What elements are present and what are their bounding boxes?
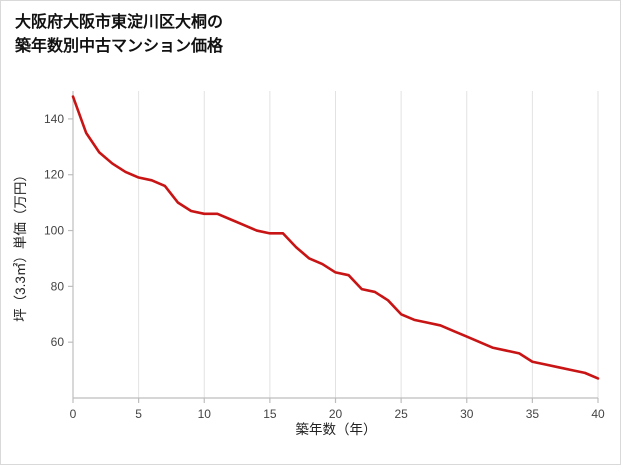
x-tick-label: 40 xyxy=(591,407,605,421)
x-tick-label: 0 xyxy=(70,407,77,421)
x-tick-label: 15 xyxy=(263,407,277,421)
price-line xyxy=(71,95,600,380)
x-tick-label: 5 xyxy=(135,407,142,421)
axes xyxy=(68,91,599,403)
tick-labels: 0 5 10 15 20 25 30 35 40 60 80 100 120 140 xyxy=(44,112,605,421)
x-tick-label: 20 xyxy=(329,407,343,421)
x-tick-label: 35 xyxy=(526,407,540,421)
chart-title: 大阪府大阪市東淀川区大桐の 築年数別中古マンション価格 xyxy=(15,11,223,59)
y-axis-label: 坪（3.3㎡）単価（万円） xyxy=(13,168,28,322)
x-tick-label: 10 xyxy=(198,407,212,421)
x-tick-label: 30 xyxy=(460,407,474,421)
y-tick-label: 60 xyxy=(51,335,65,349)
y-tick-label: 100 xyxy=(44,224,64,238)
gridlines xyxy=(138,91,599,398)
y-tick-label: 80 xyxy=(51,279,65,293)
chart-title-line-1: 大阪府大阪市東淀川区大桐の xyxy=(15,14,224,31)
y-tick-label: 140 xyxy=(44,112,64,126)
y-tick-label: 120 xyxy=(44,168,64,182)
x-axis-label: 築年数（年） xyxy=(296,422,377,437)
x-tick-label: 25 xyxy=(394,407,408,421)
chart-title-line-2: 築年数別中古マンション価格 xyxy=(15,38,224,55)
